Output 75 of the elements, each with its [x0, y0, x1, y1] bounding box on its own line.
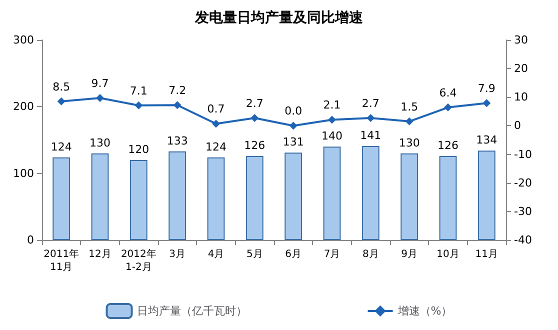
data-label: 130 — [398, 136, 420, 150]
data-label: 130 — [90, 136, 110, 150]
legend-label: 日均产量（亿千瓦时） — [136, 304, 247, 318]
y-tick-label: 200 — [13, 100, 34, 114]
data-label: 6.4 — [439, 86, 457, 100]
point — [96, 94, 104, 102]
data-label: 124 — [50, 140, 72, 154]
bar — [439, 156, 457, 240]
data-label: 2.7 — [362, 97, 380, 110]
point — [444, 103, 452, 112]
point — [173, 101, 182, 110]
x-tick-label: 2011年 11月 — [44, 248, 80, 273]
x-tick-label: 10月 — [436, 249, 460, 260]
data-label: 1.5 — [400, 100, 418, 114]
point — [328, 116, 336, 124]
x-tick-label: 7月 — [324, 249, 340, 260]
bar — [130, 160, 148, 240]
data-label: 133 — [166, 134, 188, 148]
y-tick-label: 300 — [13, 34, 34, 46]
bar — [52, 157, 70, 240]
point — [405, 117, 414, 126]
y2-tick-label: -30 — [514, 204, 532, 218]
point — [57, 97, 66, 106]
bar — [284, 152, 302, 240]
y2-tick-label: -40 — [514, 234, 532, 246]
data-label: 126 — [438, 139, 458, 152]
y2-tick-label: -20 — [514, 176, 532, 190]
bar — [400, 153, 418, 240]
data-label: 9.7 — [91, 77, 109, 90]
data-label: 7.2 — [168, 84, 186, 98]
x-tick-label: 8月 — [362, 249, 379, 260]
y-tick-label: 0 — [27, 234, 34, 246]
point — [366, 114, 375, 122]
point — [212, 120, 220, 128]
y2-tick-label: -10 — [514, 148, 532, 161]
data-label: 141 — [360, 129, 382, 142]
bar — [246, 156, 264, 240]
y2-tick-label: 30 — [514, 34, 528, 46]
bar — [168, 151, 186, 240]
y2-tick-label: 10 — [514, 90, 528, 104]
data-label: 124 — [206, 140, 226, 154]
data-label: 2.1 — [323, 98, 341, 112]
x-tick-label: 12月 — [88, 249, 112, 260]
x-tick-label: 4月 — [208, 249, 224, 260]
data-label: 7.9 — [478, 82, 496, 96]
point — [134, 101, 143, 110]
bar — [478, 150, 496, 240]
y2-tick-label: 20 — [514, 62, 528, 76]
point — [482, 99, 491, 108]
data-label: 2.7 — [246, 97, 264, 110]
point — [250, 114, 259, 122]
x-tick-label: 9月 — [401, 249, 418, 260]
data-label: 120 — [128, 143, 150, 156]
data-label: 140 — [322, 130, 342, 143]
bar — [323, 146, 341, 240]
chart-title: 发电量日均产量及同比增速 — [194, 9, 364, 26]
data-label: 131 — [282, 136, 304, 149]
y-tick-label: 100 — [13, 166, 34, 180]
bar — [91, 153, 109, 240]
data-label: 134 — [476, 134, 498, 147]
data-label: 0.0 — [284, 104, 302, 118]
x-tick-label: 5月 — [246, 249, 263, 260]
point — [289, 122, 298, 130]
bar — [207, 157, 225, 240]
data-label: 126 — [244, 139, 266, 152]
data-label: 8.5 — [52, 80, 70, 94]
x-tick-label: 3月 — [169, 249, 186, 260]
x-tick-label: 11月 — [475, 249, 498, 260]
legend-label: 增速（%） — [396, 304, 452, 318]
y2-tick-label: 0 — [514, 119, 521, 132]
data-label: 0.7 — [207, 102, 225, 116]
x-tick-label: 6月 — [285, 249, 302, 260]
x-tick-label: 2012年 1-2月 — [120, 248, 156, 273]
bar — [362, 146, 380, 240]
data-label: 7.1 — [130, 84, 148, 98]
